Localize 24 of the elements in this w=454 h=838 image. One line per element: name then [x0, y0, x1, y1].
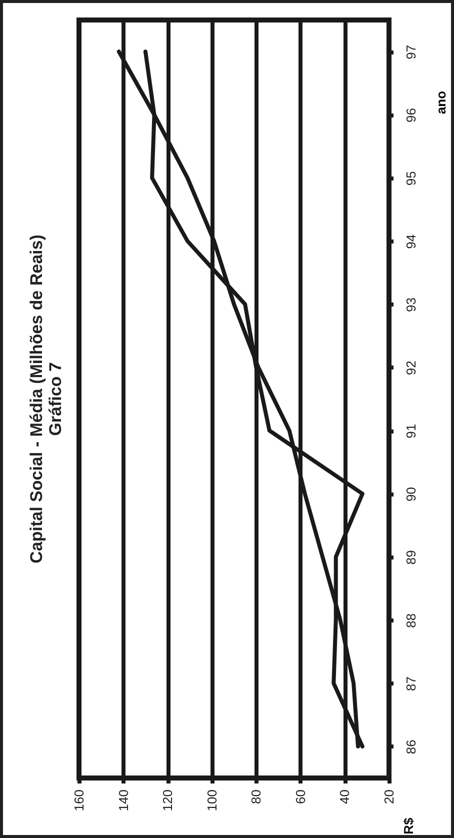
- y-tick-label: 93: [404, 298, 418, 312]
- text: R$: [401, 816, 416, 834]
- y-tick-label: 91: [404, 424, 418, 438]
- x-tick-label: 100: [204, 790, 220, 812]
- x-tick-label: 60: [292, 790, 308, 804]
- x-tick-label: 140: [116, 790, 131, 812]
- y-tick-label: 89: [404, 550, 418, 565]
- y-tick-label: 97: [404, 44, 418, 60]
- x-tick-label: 80: [248, 790, 264, 804]
- y-tick-label: 94: [404, 234, 418, 249]
- x-tick-label: 160: [72, 790, 86, 812]
- y-tick-label: 88: [404, 613, 418, 628]
- x-tick-label: 20: [382, 790, 396, 804]
- text: Capital Social - Média (Milhões de Reais): [27, 234, 46, 564]
- y-tick-label: 92: [404, 360, 418, 376]
- y-tick-label: 87: [404, 676, 418, 691]
- x-tick-label: 40: [337, 790, 352, 804]
- text: Gráfico 7: [46, 362, 65, 436]
- x-tick-label: 120: [160, 790, 176, 812]
- y-tick-label: 86: [404, 740, 418, 754]
- y-axis-title: ano: [434, 90, 448, 114]
- y-tick-label: 96: [404, 108, 418, 122]
- y-tick-label: 90: [404, 487, 418, 502]
- y-tick-label: 95: [404, 171, 418, 186]
